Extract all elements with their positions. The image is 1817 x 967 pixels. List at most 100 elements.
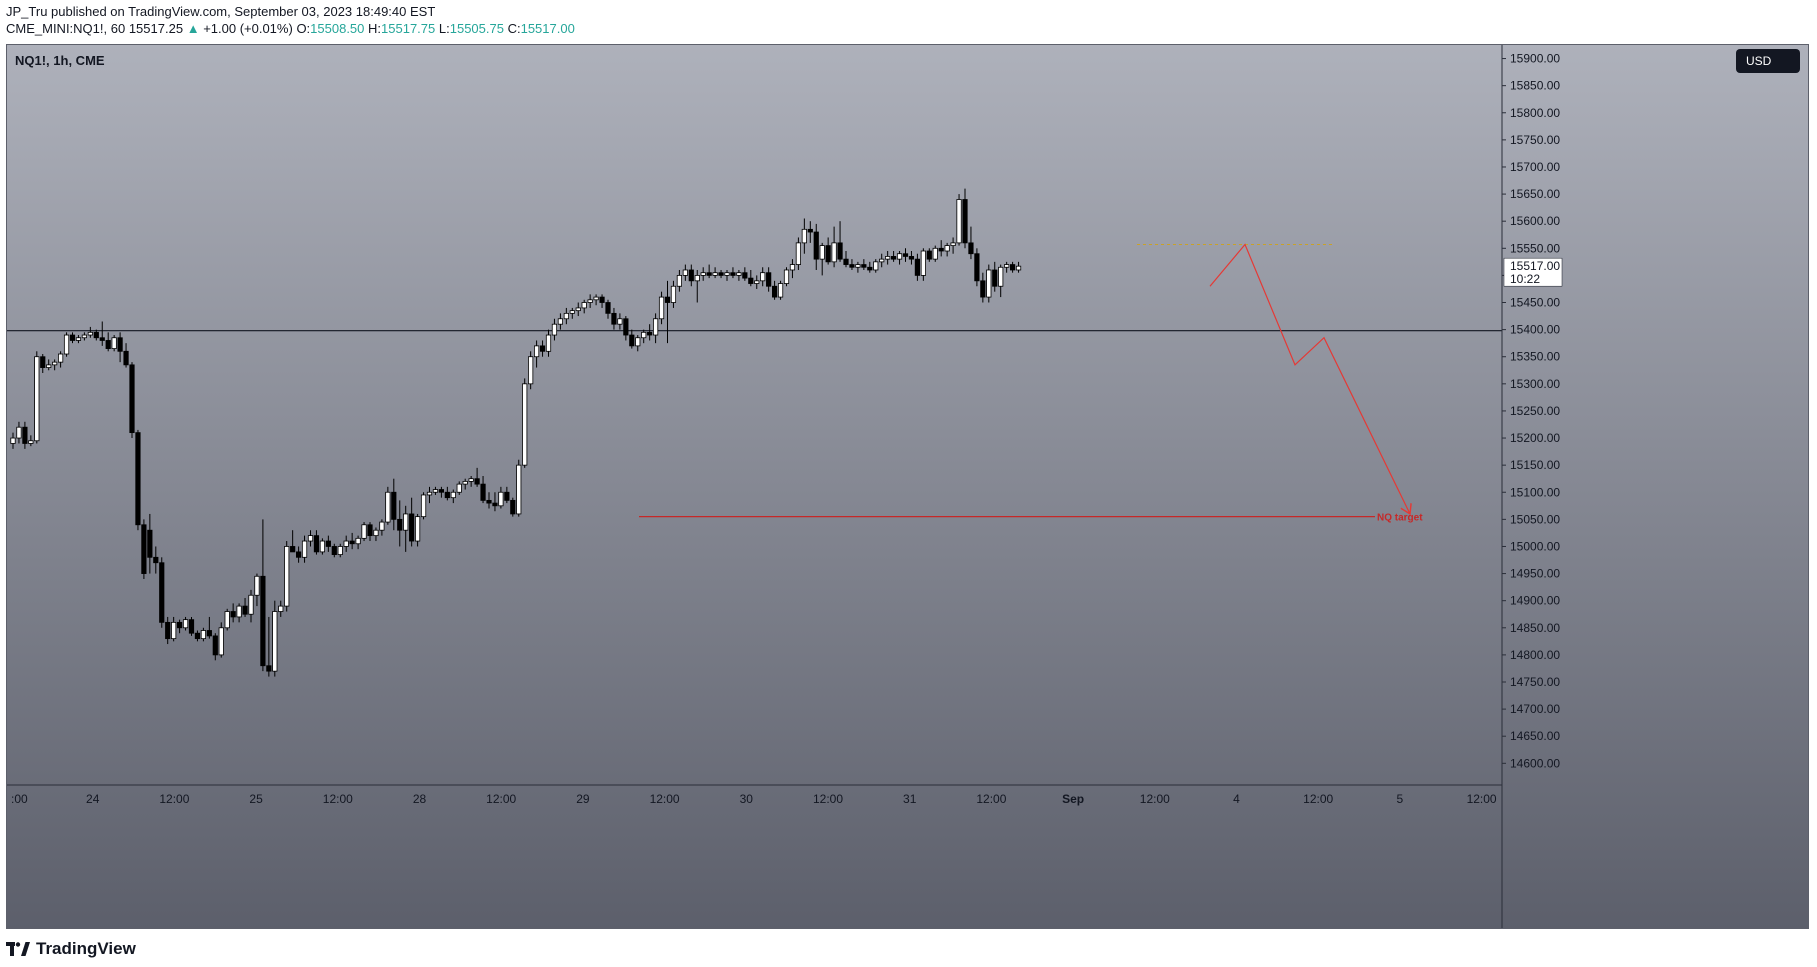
candle[interactable] (260, 519, 266, 672)
candle[interactable] (998, 264, 1004, 298)
candle[interactable] (896, 251, 903, 265)
candle[interactable] (730, 267, 736, 279)
candle[interactable] (688, 264, 694, 287)
candle[interactable] (367, 522, 373, 542)
candle[interactable] (563, 307, 569, 325)
candle[interactable] (926, 248, 932, 262)
candle[interactable] (343, 535, 349, 552)
candle[interactable] (920, 248, 926, 281)
candle[interactable] (397, 500, 403, 547)
candle[interactable] (676, 269, 683, 292)
candle[interactable] (504, 486, 510, 504)
candle[interactable] (992, 261, 998, 292)
candle[interactable] (641, 329, 647, 344)
candle[interactable] (272, 600, 278, 677)
candle[interactable] (617, 313, 623, 330)
candle[interactable] (349, 532, 355, 550)
candle[interactable] (837, 221, 843, 262)
candle[interactable] (861, 259, 867, 270)
candle[interactable] (736, 269, 742, 281)
candle[interactable] (325, 535, 331, 552)
candle[interactable] (278, 600, 284, 617)
candle[interactable] (242, 597, 248, 617)
time-axis[interactable]: :00 24 12:00 25 12:00 28 12:00 29 12:00 30 12:00 31… (7, 784, 1502, 806)
candle[interactable] (63, 332, 70, 357)
candle[interactable] (75, 335, 82, 344)
candle[interactable] (69, 332, 76, 344)
candle[interactable] (236, 603, 242, 623)
candle[interactable] (968, 226, 974, 260)
candle[interactable] (670, 280, 677, 308)
candle[interactable] (956, 194, 962, 246)
candle[interactable] (135, 429, 141, 531)
candle[interactable] (414, 513, 421, 547)
candle[interactable] (254, 573, 260, 607)
candle[interactable] (706, 264, 712, 279)
candle[interactable] (653, 313, 659, 344)
candle[interactable] (480, 475, 486, 504)
candle[interactable] (772, 280, 778, 300)
candle[interactable] (355, 535, 361, 550)
candle[interactable] (819, 242, 825, 276)
candle[interactable] (153, 546, 159, 574)
candle[interactable] (891, 251, 897, 262)
tradingview-logo[interactable]: TradingView (6, 939, 136, 959)
candle[interactable] (510, 497, 516, 517)
candle[interactable] (206, 616, 212, 639)
candle[interactable] (474, 467, 480, 487)
candle[interactable] (290, 530, 296, 553)
candle[interactable] (599, 294, 605, 308)
candle[interactable] (301, 535, 308, 563)
plot-area[interactable]: NQ target (7, 188, 1502, 677)
candle[interactable] (766, 267, 772, 292)
candle[interactable] (46, 359, 52, 371)
candle[interactable] (879, 253, 885, 268)
candle[interactable] (123, 343, 129, 368)
candle[interactable] (712, 267, 718, 279)
candle[interactable] (379, 519, 385, 536)
candle[interactable] (605, 299, 611, 319)
candle[interactable] (34, 351, 40, 444)
candle[interactable] (188, 616, 195, 636)
candle[interactable] (432, 486, 439, 495)
candle[interactable] (849, 259, 855, 270)
candle[interactable] (635, 335, 641, 352)
chart-canvas[interactable]: NQ target 15900.00 15850.00 15800.00 15750.… (7, 45, 1809, 929)
candle[interactable] (581, 299, 587, 314)
candle[interactable] (801, 218, 807, 254)
candle[interactable] (450, 489, 456, 504)
candle[interactable] (313, 530, 320, 555)
candle[interactable] (724, 269, 730, 281)
candle[interactable] (28, 435, 34, 447)
candle[interactable] (52, 359, 58, 371)
candle[interactable] (295, 546, 302, 563)
candle[interactable] (986, 264, 992, 303)
candle[interactable] (230, 603, 236, 623)
candle[interactable] (902, 248, 909, 262)
candle[interactable] (694, 269, 700, 303)
candle[interactable] (141, 519, 147, 579)
candle[interactable] (1015, 261, 1022, 273)
candle[interactable] (873, 259, 879, 273)
candle[interactable] (81, 332, 87, 341)
candle[interactable] (409, 497, 415, 547)
candle[interactable] (813, 223, 819, 270)
candle[interactable] (22, 421, 28, 449)
candle[interactable] (284, 541, 290, 612)
candle[interactable] (551, 318, 558, 341)
candle[interactable] (373, 527, 379, 542)
candle[interactable] (789, 259, 796, 279)
candle[interactable] (391, 478, 397, 531)
candle[interactable] (331, 543, 337, 558)
candle[interactable] (557, 313, 564, 330)
candle[interactable] (248, 589, 254, 623)
candle[interactable] (593, 294, 599, 306)
candle[interactable] (200, 627, 206, 642)
candle[interactable] (266, 616, 272, 677)
candle[interactable] (783, 267, 790, 287)
candle[interactable] (534, 340, 540, 368)
candle[interactable] (516, 459, 522, 517)
candle[interactable] (307, 530, 314, 547)
candle[interactable] (93, 329, 99, 341)
